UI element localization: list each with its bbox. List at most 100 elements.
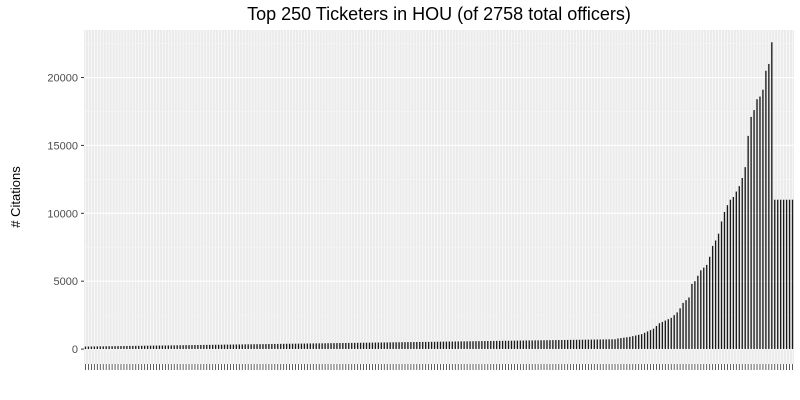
bar: [433, 341, 436, 350]
bar: [626, 337, 628, 350]
bar: [138, 345, 140, 350]
bar: [318, 343, 320, 350]
bar: [141, 345, 143, 350]
bar: [377, 342, 380, 350]
bar: [747, 135, 749, 350]
bar: [250, 344, 252, 350]
bar: [632, 336, 634, 350]
bar: [478, 341, 480, 350]
y-tick-label: 5000: [54, 276, 78, 288]
bar: [676, 312, 678, 350]
bar: [501, 340, 504, 350]
bar: [706, 264, 708, 350]
bar: [368, 342, 371, 350]
bar: [777, 199, 779, 350]
bar: [182, 345, 184, 350]
bar: [436, 341, 439, 350]
bar: [111, 346, 113, 350]
bar: [457, 341, 459, 350]
bar: [590, 339, 593, 350]
bar: [244, 344, 246, 350]
bar: [531, 340, 533, 350]
bar: [768, 63, 770, 350]
bar: [614, 339, 616, 350]
bar: [422, 341, 424, 350]
bar: [129, 345, 131, 350]
bar: [667, 319, 669, 350]
bar: [738, 186, 740, 350]
bar: [158, 345, 161, 350]
bar: [788, 199, 791, 350]
bar: [197, 345, 199, 350]
bar: [534, 340, 536, 350]
bar: [274, 343, 276, 350]
bar: [214, 344, 217, 350]
bar: [120, 346, 122, 350]
bar: [430, 341, 433, 350]
bar: [756, 99, 758, 350]
bar: [522, 340, 524, 350]
y-tick-label: 15000: [47, 140, 78, 152]
bar: [516, 340, 519, 350]
bar: [102, 346, 104, 350]
bar: [623, 337, 625, 350]
bar: [732, 197, 735, 350]
bar: [640, 334, 643, 350]
bar: [504, 340, 507, 350]
bar: [256, 344, 258, 350]
bar: [442, 341, 445, 350]
bar: [283, 343, 285, 350]
bar: [262, 344, 264, 350]
bars: [84, 42, 794, 350]
bar: [268, 344, 270, 350]
bar: [658, 323, 661, 350]
gridlines: [84, 30, 794, 364]
bar: [93, 346, 96, 350]
bar: [345, 342, 347, 350]
bar: [419, 341, 421, 350]
bar: [711, 245, 714, 350]
bar: [374, 342, 377, 350]
y-tick-label: 20000: [47, 73, 78, 85]
bar: [365, 342, 368, 350]
bar: [593, 339, 595, 350]
bar: [646, 331, 649, 350]
bar: [220, 344, 223, 350]
bar: [661, 321, 664, 350]
bar: [342, 343, 344, 350]
bar: [348, 342, 350, 350]
bar: [108, 346, 110, 350]
bar: [398, 342, 400, 350]
bar: [312, 343, 314, 350]
bar: [389, 342, 391, 350]
bar: [161, 345, 164, 350]
bar: [149, 345, 152, 350]
bar: [206, 344, 208, 350]
bar: [425, 341, 427, 350]
bar: [679, 308, 681, 350]
bar: [439, 341, 442, 350]
bar: [427, 341, 430, 350]
bar: [691, 283, 693, 350]
bar: [694, 281, 696, 350]
bar: [404, 342, 406, 350]
bar: [155, 345, 158, 350]
bar: [765, 70, 767, 350]
bar: [782, 199, 785, 350]
bar: [285, 343, 288, 350]
bar: [359, 342, 362, 350]
bar: [723, 211, 726, 350]
bar: [126, 345, 128, 350]
bar: [238, 344, 240, 350]
bar: [327, 343, 329, 350]
bar: [179, 345, 181, 350]
bar: [241, 344, 243, 350]
bar: [413, 342, 415, 350]
y-tick-label: 10000: [47, 208, 78, 220]
bar: [572, 339, 575, 350]
bar: [380, 342, 382, 350]
bar: [643, 332, 646, 350]
bar: [351, 342, 353, 350]
bar: [620, 338, 622, 350]
